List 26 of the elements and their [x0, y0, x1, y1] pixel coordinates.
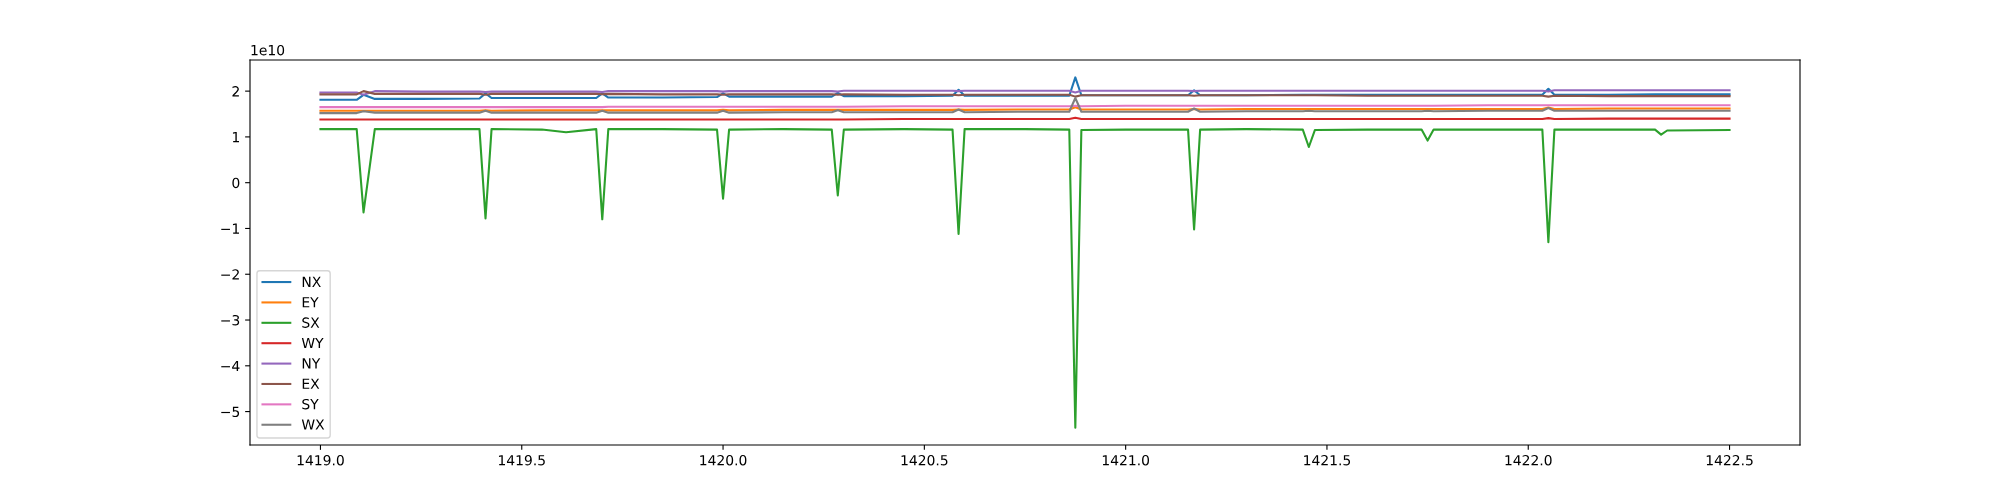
legend-label: NY	[302, 358, 321, 369]
y-tick-label: 1	[232, 132, 239, 143]
legend-label: SX	[302, 317, 320, 328]
y-tick-label: 2	[232, 86, 239, 97]
x-tick-label: 1422.0	[1505, 454, 1552, 466]
x-tick-label: 1420.5	[901, 454, 948, 466]
x-tick-label: 1421.0	[1102, 454, 1150, 466]
text: 1e10	[251, 44, 285, 56]
legend-label: EX	[302, 378, 320, 389]
y-tick-label: 0	[232, 177, 240, 189]
legend-label: NX	[302, 276, 321, 287]
x-tick-label: 1420.0	[700, 454, 747, 466]
x-tick-label: 1421.5	[1304, 454, 1351, 466]
line-series	[319, 96, 1731, 115]
y-tick-label: −2	[221, 269, 239, 280]
legend-label: SY	[302, 398, 319, 410]
legend-label: WX	[301, 419, 325, 430]
y-tick-label: −5	[221, 406, 240, 418]
x-tick-label: 1422.5	[1706, 454, 1753, 466]
y-tick-label: −3	[221, 314, 240, 326]
legend-label: WY	[301, 337, 324, 349]
x-tick-label: 1419.0	[297, 454, 344, 466]
legend-label: EY	[302, 297, 319, 308]
y-tick-label: −4	[221, 360, 240, 372]
y-tick-label: −1	[221, 223, 239, 234]
x-tick-label: 1419.5	[498, 454, 545, 466]
